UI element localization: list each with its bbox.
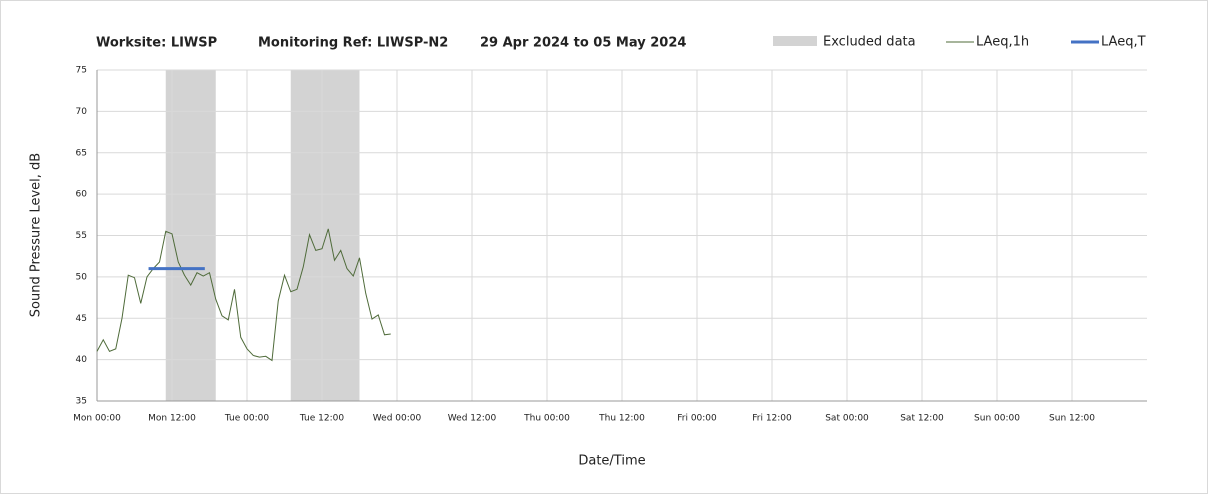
x-tick-label: Tue 00:00 <box>224 414 269 424</box>
date-range: 29 Apr 2024 to 05 May 2024 <box>480 36 686 51</box>
monitoring-ref: Monitoring Ref: LIWSP-N2 <box>258 36 448 51</box>
y-tick-label: 45 <box>76 314 87 324</box>
x-tick-label: Fri 00:00 <box>677 414 717 424</box>
x-tick-label: Thu 00:00 <box>523 414 570 424</box>
x-tick-label: Wed 00:00 <box>373 414 422 424</box>
x-tick-label: Thu 12:00 <box>598 414 645 424</box>
x-tick-label: Mon 00:00 <box>73 414 121 424</box>
x-tick-label: Fri 12:00 <box>752 414 792 424</box>
legend-label: Excluded data <box>823 35 916 50</box>
y-tick-label: 55 <box>76 231 87 241</box>
y-tick-label: 75 <box>76 66 87 76</box>
x-tick-label: Tue 12:00 <box>299 414 344 424</box>
y-tick-label: 65 <box>76 148 87 158</box>
x-tick-label: Sat 00:00 <box>825 414 869 424</box>
y-tick-label: 50 <box>76 272 88 282</box>
y-tick-label: 60 <box>76 190 88 200</box>
y-axis-label: Sound Pressure Level, dB <box>29 153 44 317</box>
legend-label: LAeq,T <box>1101 35 1146 50</box>
y-tick-label: 40 <box>76 355 88 365</box>
x-tick-label: Sat 12:00 <box>900 414 944 424</box>
x-tick-label: Wed 12:00 <box>448 414 497 424</box>
legend-label: LAeq,1h <box>976 35 1029 50</box>
x-tick-label: Sun 00:00 <box>974 414 1020 424</box>
series-line <box>96 228 391 362</box>
x-tick-label: Mon 12:00 <box>148 414 196 424</box>
y-tick-label: 35 <box>76 397 87 407</box>
x-axis-label: Date/Time <box>578 454 645 469</box>
y-tick-label: 70 <box>76 107 88 117</box>
chart-title: Worksite: LIWSP <box>96 36 217 51</box>
legend-swatch <box>773 36 817 46</box>
x-tick-label: Sun 12:00 <box>1049 414 1095 424</box>
